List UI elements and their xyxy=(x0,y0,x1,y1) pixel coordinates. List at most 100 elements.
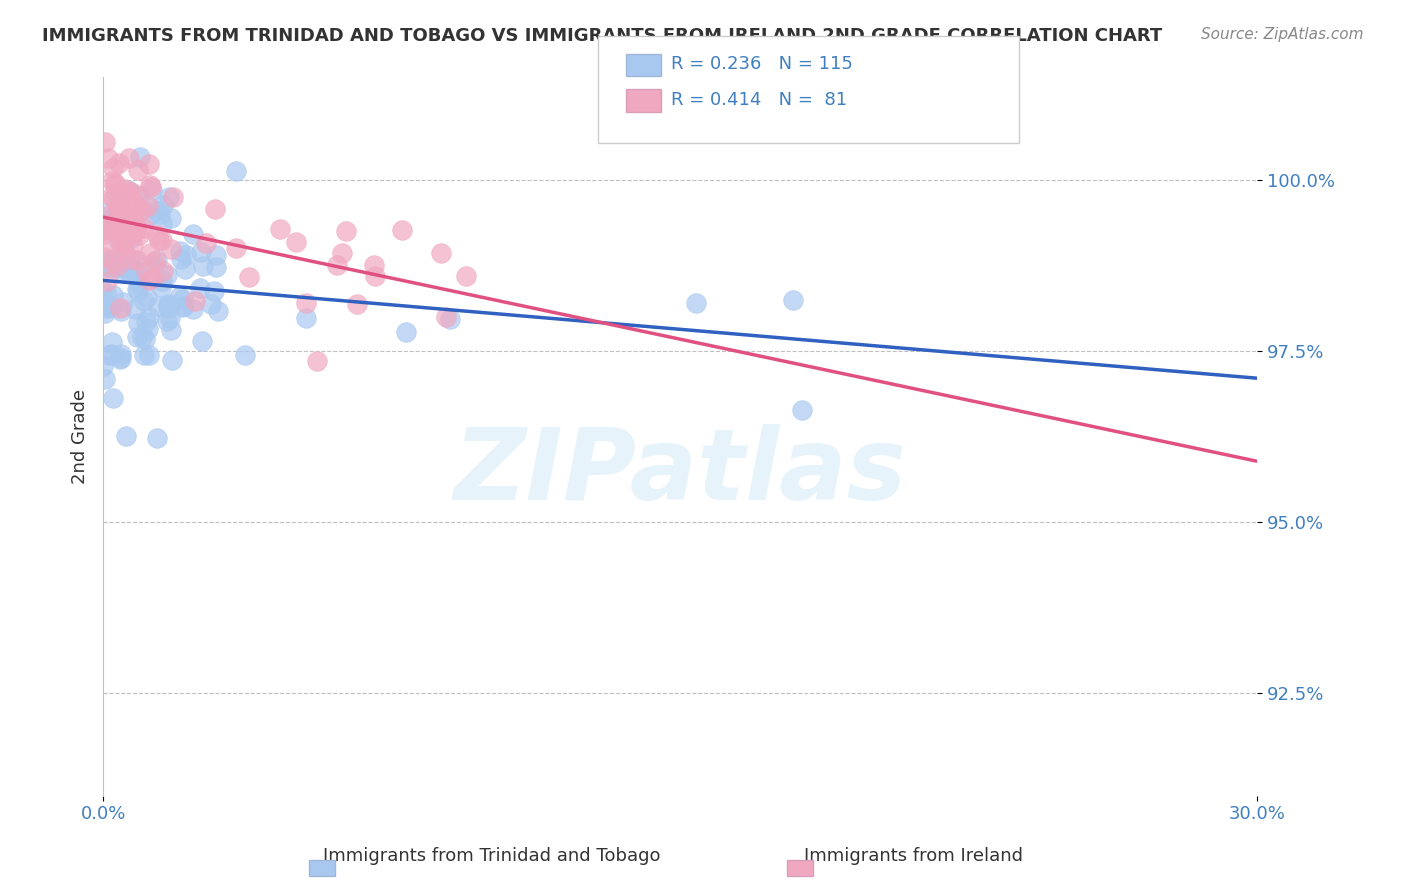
Point xyxy=(685,295,707,310)
Point xyxy=(97,204,120,219)
Point xyxy=(138,310,160,324)
Point xyxy=(100,222,122,236)
Point xyxy=(141,184,163,198)
Point xyxy=(295,296,318,310)
Point xyxy=(138,246,160,260)
Point xyxy=(295,311,318,326)
Point xyxy=(101,256,124,270)
Point xyxy=(159,298,181,312)
Point xyxy=(100,347,122,361)
Point xyxy=(150,279,173,293)
Point xyxy=(111,224,134,238)
Point xyxy=(101,188,124,202)
Point xyxy=(188,281,211,295)
Point xyxy=(127,317,149,331)
Point xyxy=(135,290,157,304)
Point xyxy=(127,284,149,298)
Point xyxy=(205,260,228,274)
Point xyxy=(108,203,131,218)
Text: R = 0.414   N =  81: R = 0.414 N = 81 xyxy=(671,91,846,109)
Point xyxy=(94,306,117,320)
Point xyxy=(101,191,124,205)
Point xyxy=(108,202,131,217)
Point xyxy=(172,300,194,314)
Point xyxy=(107,200,129,214)
Point xyxy=(98,208,121,222)
Point xyxy=(148,233,170,247)
Point xyxy=(117,151,139,165)
Point xyxy=(195,235,218,250)
Point xyxy=(152,264,174,278)
Point xyxy=(125,188,148,202)
Point xyxy=(157,190,180,204)
Point xyxy=(96,260,118,274)
Point xyxy=(284,235,307,250)
Point xyxy=(134,294,156,309)
Point xyxy=(139,178,162,192)
Point xyxy=(128,276,150,290)
Point xyxy=(124,198,146,212)
Point xyxy=(143,258,166,272)
Point xyxy=(94,372,117,386)
Point xyxy=(112,242,135,256)
Point xyxy=(307,354,329,368)
Point xyxy=(110,347,132,361)
Point xyxy=(97,211,120,226)
Point xyxy=(105,186,128,201)
Point xyxy=(120,231,142,245)
Point xyxy=(100,252,122,267)
Point xyxy=(152,198,174,212)
Point xyxy=(96,274,118,288)
Point xyxy=(112,221,135,235)
Text: R = 0.236   N = 115: R = 0.236 N = 115 xyxy=(671,55,852,73)
Point xyxy=(108,352,131,367)
Point xyxy=(149,206,172,220)
Point xyxy=(97,347,120,361)
Point xyxy=(94,222,117,236)
Point xyxy=(114,428,136,442)
Point xyxy=(191,259,214,273)
Point xyxy=(138,157,160,171)
Point xyxy=(98,238,121,252)
Point xyxy=(150,216,173,230)
Point xyxy=(145,252,167,267)
Point xyxy=(204,202,226,216)
Point xyxy=(127,163,149,178)
Point xyxy=(170,252,193,266)
Point xyxy=(94,136,117,150)
Point xyxy=(100,335,122,350)
Point xyxy=(124,302,146,317)
Point xyxy=(114,182,136,196)
Point xyxy=(96,301,118,315)
Point xyxy=(94,285,117,300)
Point xyxy=(118,217,141,231)
Point xyxy=(330,246,353,260)
Point xyxy=(233,348,256,362)
Point xyxy=(97,151,120,165)
Point xyxy=(172,292,194,306)
Point xyxy=(108,235,131,250)
Point xyxy=(335,224,357,238)
Point xyxy=(167,290,190,304)
Point xyxy=(103,288,125,302)
Point xyxy=(91,359,114,373)
Point xyxy=(160,242,183,256)
Point xyxy=(184,293,207,308)
Point xyxy=(156,299,179,313)
Point xyxy=(395,325,418,339)
Point xyxy=(120,252,142,266)
Point xyxy=(107,197,129,211)
Point xyxy=(135,315,157,329)
Point xyxy=(103,391,125,405)
Point xyxy=(117,183,139,197)
Point xyxy=(93,227,115,242)
Point xyxy=(96,257,118,271)
Point xyxy=(103,215,125,229)
Point xyxy=(138,273,160,287)
Point xyxy=(150,274,173,288)
Point xyxy=(122,238,145,252)
Point xyxy=(326,258,349,272)
Point xyxy=(150,233,173,247)
Text: Source: ZipAtlas.com: Source: ZipAtlas.com xyxy=(1201,27,1364,42)
Point xyxy=(790,403,813,417)
